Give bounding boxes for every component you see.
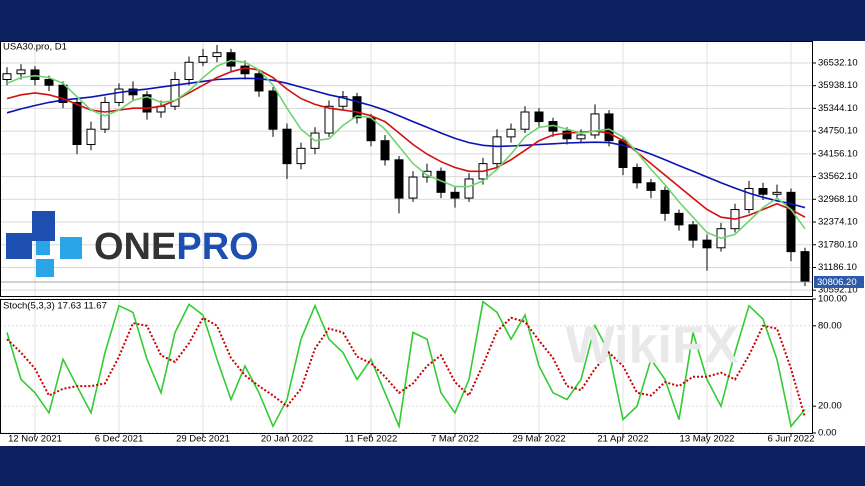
y-tick-label: 100.00 (818, 294, 847, 305)
series-line (6, 316, 806, 418)
y-tick-label: 31186.10 (818, 262, 857, 273)
x-tick-label: 6 Jun 2022 (767, 434, 814, 445)
candle-body (590, 113, 600, 136)
y-tick-label: 80.00 (818, 320, 842, 331)
y-tick-label: 36532.10 (818, 57, 858, 68)
candle-body (366, 117, 376, 142)
chart: 30592.10 31186.10 31780.10 32374.10 32968.10… (0, 41, 865, 446)
candle-body (170, 78, 180, 107)
logo-shape (60, 237, 82, 259)
series-line (6, 67, 806, 220)
logo-text: ONEPRO (94, 226, 259, 268)
candle-body (30, 69, 40, 80)
y-tick-label: 0.00 (818, 428, 837, 439)
candle-body (786, 191, 796, 253)
candle-body (702, 239, 712, 249)
candle-body (254, 73, 264, 92)
candle-body (772, 191, 782, 195)
candle-body (16, 69, 26, 75)
candle-body (492, 136, 502, 165)
logo-pro: PRO (176, 226, 258, 268)
x-tick-label: 29 Mar 2022 (512, 434, 565, 445)
logo-shape (6, 233, 32, 259)
price-label: 30806.20 (817, 277, 857, 288)
y-tick-label: 32374.10 (818, 217, 858, 228)
stoch-title: Stoch(5,3,3) 17.63 11.67 (3, 301, 107, 312)
candle-body (184, 61, 194, 80)
x-tick-label: 6 Dec 2021 (95, 434, 144, 445)
y-tick-label: 34750.10 (818, 126, 858, 137)
candle-body (380, 140, 390, 161)
series-line (6, 300, 806, 430)
y-tick-label: 32968.10 (818, 194, 858, 205)
candle-body (352, 96, 362, 119)
candle-body (464, 178, 474, 199)
x-tick-label: 11 Feb 2022 (345, 434, 398, 445)
y-tick-label: 35344.10 (818, 103, 858, 114)
candle-body (450, 191, 460, 199)
y-tick-label: 31780.10 (818, 239, 858, 250)
series-line (6, 59, 806, 240)
candle-body (240, 65, 250, 75)
candle-body (688, 224, 698, 241)
candle-body (296, 147, 306, 165)
logo-one: ONE (94, 226, 176, 268)
series-line (6, 77, 806, 209)
candle-body (506, 128, 516, 138)
x-tick-label: 7 Mar 2022 (431, 434, 479, 445)
main-frame (0, 41, 813, 297)
candle-body (58, 84, 68, 103)
candle-body (744, 188, 754, 211)
candle-body (604, 113, 614, 142)
candle-body (268, 90, 278, 130)
candle-body (86, 128, 96, 146)
x-tick-label: 29 Dec 2021 (176, 434, 230, 445)
candle-body (394, 159, 404, 199)
candle-body (576, 134, 586, 140)
x-tick-label: 20 Jan 2022 (261, 434, 313, 445)
chart-title: USA30.pro, D1 (3, 42, 67, 53)
candle-body (72, 101, 82, 146)
candle-body (632, 166, 642, 184)
y-tick-label: 20.00 (818, 401, 842, 412)
candle-body (226, 52, 236, 67)
candle-body (282, 128, 292, 165)
candle-body (198, 56, 208, 63)
candle-body (212, 52, 222, 58)
candle-body (2, 73, 12, 80)
x-tick-label: 21 Apr 2022 (597, 434, 648, 445)
logo-shape (36, 241, 50, 255)
logo: ONEPRO (6, 211, 259, 277)
logo-shape (32, 211, 55, 241)
candle-body (408, 176, 418, 199)
candle-body (44, 78, 54, 86)
stoch-frame (0, 299, 813, 434)
x-tick-label: 13 May 2022 (680, 434, 735, 445)
candle-body (142, 94, 152, 113)
y-tick-label: 30592.10 (818, 285, 858, 296)
candle-body (338, 96, 348, 107)
candle-body (520, 111, 530, 130)
x-tick-label: 12 Nov 2021 (8, 434, 62, 445)
candle-body (800, 251, 810, 283)
candle-body (534, 111, 544, 123)
candle-body (114, 88, 124, 103)
logo-shape (36, 259, 54, 277)
watermark: WikiFX (566, 317, 739, 375)
candle-body (660, 189, 670, 214)
candle-body (758, 188, 768, 195)
candle-body (674, 212, 684, 226)
y-tick-label: 34156.10 (818, 148, 858, 159)
y-tick-label: 33562.10 (818, 171, 858, 182)
y-tick-label: 35938.10 (818, 80, 858, 91)
candle-body (324, 105, 334, 134)
price-label-box (814, 275, 864, 288)
candle-body (562, 130, 572, 140)
candle-body (646, 182, 656, 191)
